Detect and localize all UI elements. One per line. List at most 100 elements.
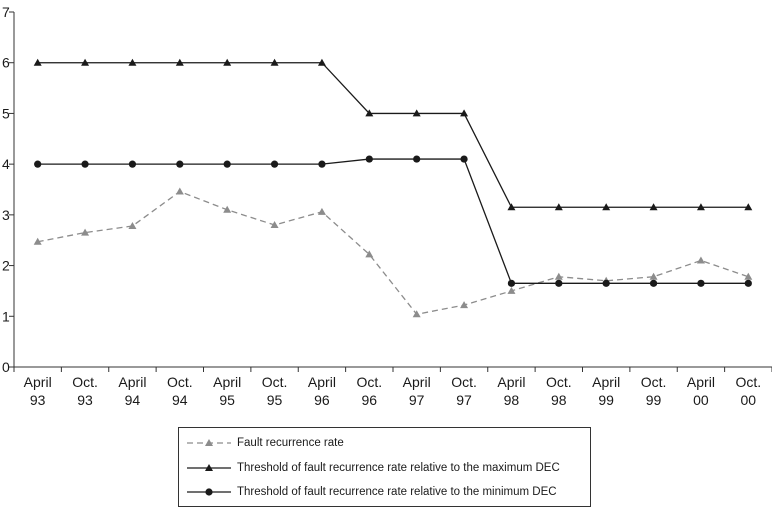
x-tick-label: 00 bbox=[693, 392, 709, 408]
legend-item-min-dec: Threshold of fault recurrence rate relat… bbox=[185, 481, 557, 503]
data-point bbox=[365, 109, 374, 117]
series-line bbox=[37, 190, 749, 315]
x-tick-label: 98 bbox=[504, 392, 520, 408]
legend-label-max-dec: Threshold of fault recurrence rate relat… bbox=[237, 462, 560, 474]
data-point bbox=[744, 279, 752, 287]
data-point bbox=[175, 58, 184, 66]
x-tick-label: Oct. bbox=[735, 374, 761, 390]
x-tick-label: April bbox=[118, 374, 146, 390]
legend-label-fault-rate: Fault recurrence rate bbox=[237, 437, 344, 449]
data-point bbox=[317, 207, 326, 215]
x-tick-label: Oct. bbox=[72, 374, 98, 390]
x-tick-label: Oct. bbox=[546, 374, 572, 390]
plot-area bbox=[33, 58, 753, 318]
y-tick-label: 6 bbox=[2, 55, 10, 71]
series-3 bbox=[34, 155, 752, 287]
data-point bbox=[365, 250, 374, 258]
data-point bbox=[507, 279, 516, 287]
data-point bbox=[223, 58, 232, 66]
legend-swatch-max-dec bbox=[187, 464, 231, 471]
x-tick-label: 93 bbox=[30, 392, 46, 408]
data-point bbox=[507, 286, 516, 294]
data-point bbox=[81, 58, 90, 66]
data-point bbox=[128, 58, 137, 66]
data-point bbox=[460, 301, 469, 309]
data-point bbox=[318, 160, 326, 168]
data-point bbox=[223, 160, 231, 168]
legend: Fault recurrence rate Threshold of fault… bbox=[178, 427, 591, 507]
data-point bbox=[413, 155, 421, 163]
data-point bbox=[270, 58, 279, 66]
axes bbox=[9, 11, 772, 372]
y-tick-label: 0 bbox=[2, 359, 10, 375]
series-line bbox=[37, 158, 749, 284]
data-point bbox=[602, 203, 611, 211]
data-point bbox=[128, 222, 137, 230]
y-tick-label: 3 bbox=[2, 207, 10, 223]
data-point bbox=[176, 160, 184, 168]
y-tick-label: 2 bbox=[2, 258, 10, 274]
data-point bbox=[270, 221, 279, 228]
y-tick-label: 4 bbox=[2, 156, 10, 172]
series-2 bbox=[33, 58, 753, 211]
legend-item-fault-rate: Fault recurrence rate bbox=[185, 432, 344, 454]
data-point bbox=[460, 109, 469, 117]
data-point bbox=[412, 109, 421, 117]
series-line bbox=[37, 62, 749, 208]
data-point bbox=[649, 203, 658, 211]
data-point bbox=[81, 160, 89, 168]
y-tick-labels: 0 1 2 3 4 5 6 7 bbox=[2, 4, 10, 375]
x-tick-label: 96 bbox=[362, 392, 378, 408]
x-tick-label: 00 bbox=[741, 392, 757, 408]
data-point bbox=[554, 272, 563, 280]
y-tick-label: 7 bbox=[2, 4, 10, 20]
data-point bbox=[34, 160, 42, 168]
x-tick-label: 93 bbox=[77, 392, 93, 408]
data-point bbox=[81, 228, 90, 236]
data-point bbox=[744, 203, 753, 211]
x-tick-label: April bbox=[213, 374, 241, 390]
data-point bbox=[128, 160, 137, 168]
data-point bbox=[223, 205, 232, 213]
x-tick-label: 94 bbox=[172, 392, 188, 408]
x-tick-label: 94 bbox=[125, 392, 141, 408]
x-tick-label: 95 bbox=[219, 392, 235, 408]
x-tick-label: Oct. bbox=[262, 374, 288, 390]
x-tick-label: 98 bbox=[551, 392, 567, 408]
x-tick-label: 97 bbox=[409, 392, 425, 408]
data-point bbox=[744, 272, 753, 280]
data-point bbox=[175, 187, 184, 195]
legend-swatch-min-dec bbox=[187, 488, 231, 496]
x-tick-label: April bbox=[687, 374, 715, 390]
data-point bbox=[697, 279, 705, 287]
data-point bbox=[365, 155, 373, 163]
x-tick-label: April bbox=[497, 374, 525, 390]
data-point bbox=[555, 279, 563, 287]
data-point bbox=[317, 58, 326, 66]
x-tick-label: 99 bbox=[646, 392, 662, 408]
data-point bbox=[412, 310, 421, 318]
legend-item-max-dec: Threshold of fault recurrence rate relat… bbox=[185, 457, 560, 479]
x-tick-label: April bbox=[403, 374, 431, 390]
data-point bbox=[696, 203, 705, 211]
data-point bbox=[602, 279, 610, 287]
legend-label-min-dec: Threshold of fault recurrence rate relat… bbox=[237, 486, 557, 498]
data-point bbox=[270, 160, 279, 168]
x-tick-label: April bbox=[24, 374, 52, 390]
y-tick-label: 1 bbox=[2, 308, 10, 324]
data-point bbox=[696, 256, 705, 264]
x-tick-label: Oct. bbox=[641, 374, 667, 390]
x-tick-labels: April 93 Oct. 93 April 94 Oct. 94 April 95 Oct. 95 A… bbox=[24, 374, 761, 408]
x-tick-label: Oct. bbox=[356, 374, 382, 390]
x-tick-label: April bbox=[592, 374, 620, 390]
x-tick-label: 97 bbox=[456, 392, 472, 408]
data-point bbox=[649, 272, 658, 280]
data-point bbox=[507, 203, 516, 211]
x-tick-label: 99 bbox=[598, 392, 614, 408]
data-point bbox=[554, 203, 563, 211]
x-tick-label: April bbox=[308, 374, 336, 390]
x-tick-label: 95 bbox=[267, 392, 283, 408]
data-point bbox=[33, 58, 42, 66]
x-tick-label: Oct. bbox=[451, 374, 477, 390]
